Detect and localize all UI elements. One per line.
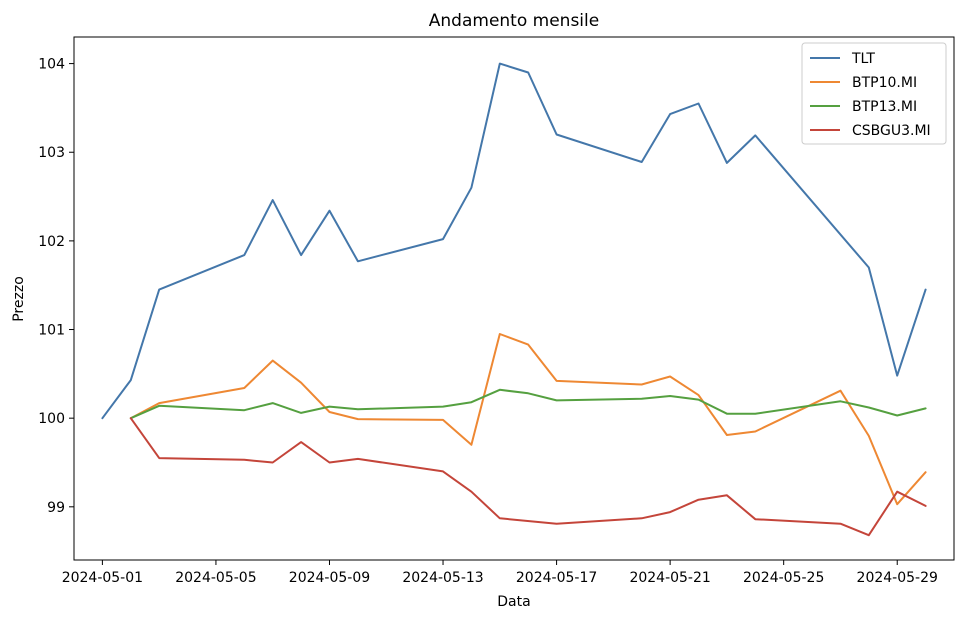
y-tick-label: 103	[38, 145, 65, 161]
series-lines	[101, 62, 927, 537]
legend-label-csbgu3-mi: CSBGU3.MI	[852, 123, 931, 139]
series-line-tlt	[101, 62, 927, 420]
y-tick-label: 100	[38, 411, 65, 427]
x-tick-label: 2024-05-25	[743, 570, 824, 586]
y-axis-label: Prezzo	[11, 276, 27, 322]
y-tick-label: 104	[38, 57, 65, 73]
x-tick-label: 2024-05-13	[402, 570, 483, 586]
x-axis-label: Data	[497, 594, 530, 610]
x-tick-label: 2024-05-09	[289, 570, 370, 586]
y-tick-label: 101	[38, 323, 65, 339]
plot-frame	[73, 36, 955, 561]
legend-box	[801, 42, 947, 145]
y-tick-label: 99	[47, 500, 65, 516]
legend: TLT BTP10.MI BTP13.MI CSBGU3.MI	[801, 42, 947, 145]
legend-label-btp10-mi: BTP10.MI	[852, 75, 917, 91]
x-tick-label: 2024-05-21	[629, 570, 710, 586]
x-tick-label: 2024-05-29	[857, 570, 938, 586]
x-tick-label: 2024-05-01	[62, 570, 143, 586]
y-tick-label: 102	[38, 234, 65, 250]
legend-label-tlt: TLT	[851, 51, 875, 67]
chart-title: Andamento mensile	[429, 11, 599, 31]
y-axis: 99 100 101 102 103 104	[38, 57, 74, 516]
series-line-btp10-mi	[129, 333, 927, 506]
x-axis: 2024-05-01 2024-05-05 2024-05-09 2024-05-13…	[62, 560, 938, 586]
legend-label-btp13-mi: BTP13.MI	[852, 99, 917, 115]
x-tick-label: 2024-05-17	[516, 570, 597, 586]
x-tick-label: 2024-05-05	[175, 570, 256, 586]
series-line-csbgu3-mi	[129, 417, 927, 537]
series-line-btp13-mi	[129, 388, 927, 420]
